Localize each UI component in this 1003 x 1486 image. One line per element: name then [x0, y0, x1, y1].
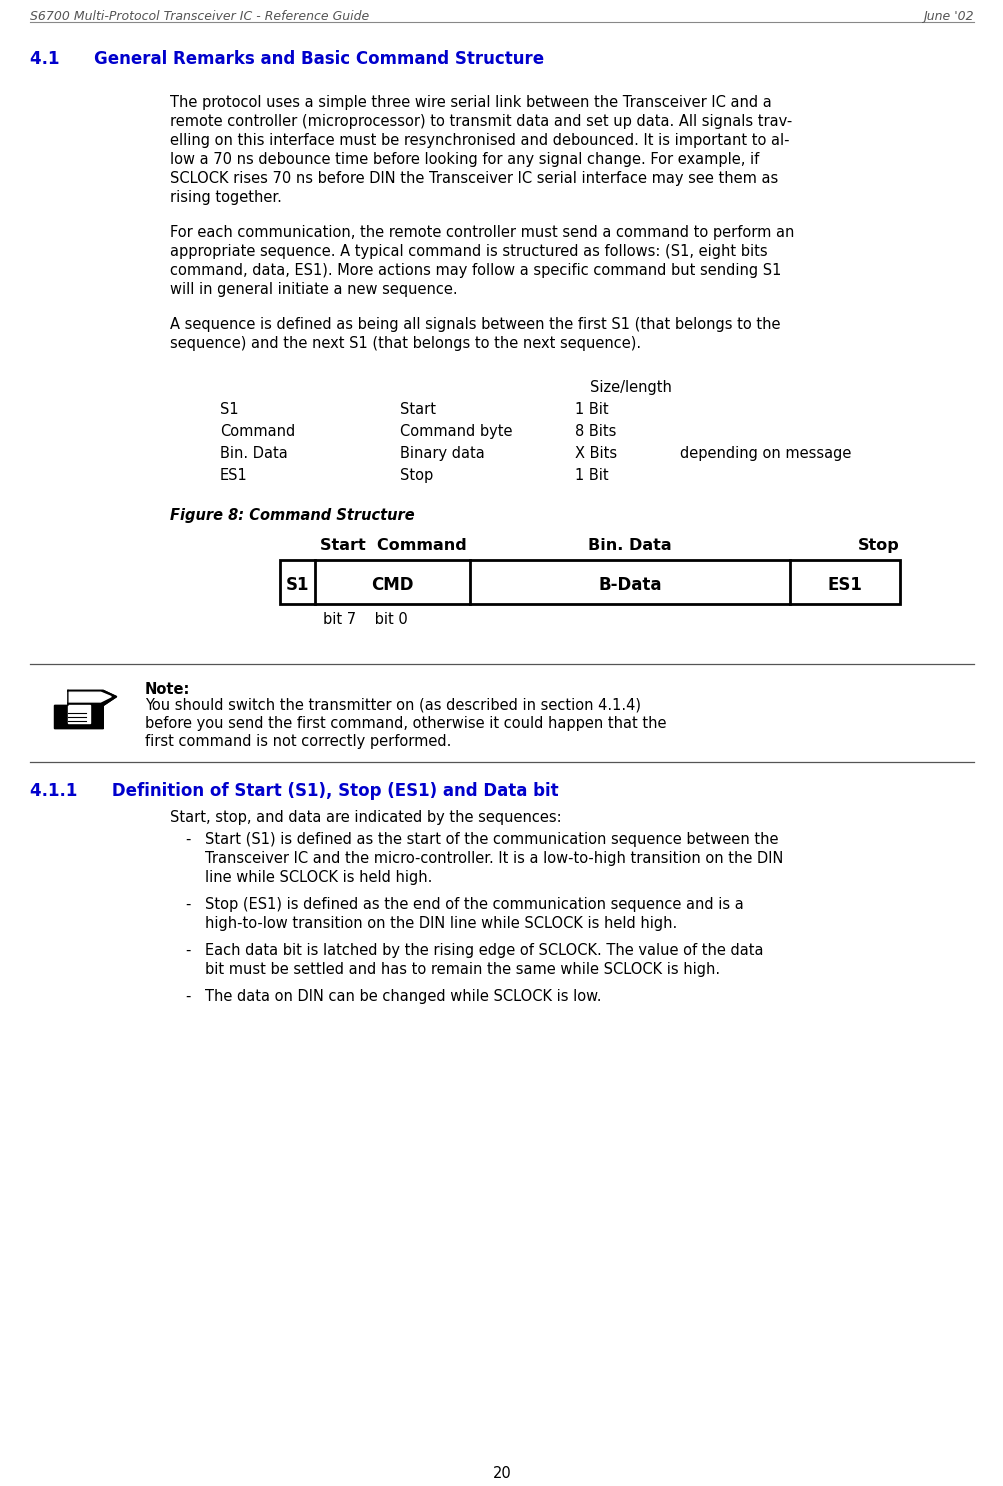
- Text: Figure 8: Command Structure: Figure 8: Command Structure: [170, 508, 414, 523]
- Text: low a 70 ns debounce time before looking for any signal change. For example, if: low a 70 ns debounce time before looking…: [170, 152, 758, 166]
- Text: Stop (ES1) is defined as the end of the communication sequence and is a: Stop (ES1) is defined as the end of the …: [205, 898, 743, 912]
- Text: command, data, ES1). More actions may follow a specific command but sending S1: command, data, ES1). More actions may fo…: [170, 263, 780, 278]
- Text: Bin. Data: Bin. Data: [588, 538, 671, 553]
- Text: first command is not correctly performed.: first command is not correctly performed…: [144, 734, 451, 749]
- Text: Start, stop, and data are indicated by the sequences:: Start, stop, and data are indicated by t…: [170, 810, 561, 825]
- Text: will in general initiate a new sequence.: will in general initiate a new sequence.: [170, 282, 457, 297]
- Text: Command: Command: [220, 424, 295, 438]
- Text: line while SCLOCK is held high.: line while SCLOCK is held high.: [205, 869, 432, 886]
- Text: S1: S1: [220, 403, 239, 418]
- Bar: [280, 560, 899, 603]
- Text: high-to-low transition on the DIN line while SCLOCK is held high.: high-to-low transition on the DIN line w…: [205, 915, 677, 932]
- Text: 8 Bits: 8 Bits: [575, 424, 616, 438]
- Text: CMD: CMD: [371, 577, 413, 594]
- Text: 1 Bit: 1 Bit: [575, 403, 608, 418]
- Text: Size/length: Size/length: [590, 380, 671, 395]
- Text: Binary data: Binary data: [399, 446, 484, 461]
- Text: Each data bit is latched by the rising edge of SCLOCK. The value of the data: Each data bit is latched by the rising e…: [205, 944, 762, 958]
- Text: ES1: ES1: [826, 577, 862, 594]
- Text: SCLOCK rises 70 ns before DIN the Transceiver IC serial interface may see them a: SCLOCK rises 70 ns before DIN the Transc…: [170, 171, 777, 186]
- Text: sequence) and the next S1 (that belongs to the next sequence).: sequence) and the next S1 (that belongs …: [170, 336, 641, 351]
- Text: before you send the first command, otherwise it could happen that the: before you send the first command, other…: [144, 716, 666, 731]
- Polygon shape: [54, 691, 116, 728]
- Text: S1: S1: [286, 577, 309, 594]
- Text: -: -: [185, 898, 191, 912]
- Text: The protocol uses a simple three wire serial link between the Transceiver IC and: The protocol uses a simple three wire se…: [170, 95, 771, 110]
- Text: elling on this interface must be resynchronised and debounced. It is important t: elling on this interface must be resynch…: [170, 134, 788, 149]
- Text: -: -: [185, 990, 191, 1005]
- Text: Start: Start: [399, 403, 435, 418]
- Text: appropriate sequence. A typical command is structured as follows: (S1, eight bit: appropriate sequence. A typical command …: [170, 244, 767, 259]
- Text: -: -: [185, 832, 191, 847]
- Text: Bin. Data: Bin. Data: [220, 446, 288, 461]
- Text: bit 7    bit 0: bit 7 bit 0: [323, 612, 407, 627]
- Text: Stop: Stop: [858, 538, 899, 553]
- Text: rising together.: rising together.: [170, 190, 282, 205]
- Text: bit must be settled and has to remain the same while SCLOCK is high.: bit must be settled and has to remain th…: [205, 961, 719, 976]
- Polygon shape: [68, 692, 111, 701]
- Text: June '02: June '02: [923, 10, 973, 22]
- Polygon shape: [68, 706, 90, 724]
- Text: depending on message: depending on message: [679, 446, 851, 461]
- Text: X Bits: X Bits: [575, 446, 617, 461]
- Text: 4.1.1      Definition of Start (S1), Stop (ES1) and Data bit: 4.1.1 Definition of Start (S1), Stop (ES…: [30, 782, 558, 799]
- Text: remote controller (microprocessor) to transmit data and set up data. All signals: remote controller (microprocessor) to tr…: [170, 114, 791, 129]
- Text: Start  Command: Start Command: [320, 538, 466, 553]
- Text: For each communication, the remote controller must send a command to perform an: For each communication, the remote contr…: [170, 224, 793, 241]
- Text: You should switch the transmitter on (as described in section 4.1.4): You should switch the transmitter on (as…: [144, 698, 640, 713]
- Text: Note:: Note:: [144, 682, 191, 697]
- Text: 1 Bit: 1 Bit: [575, 468, 608, 483]
- Text: B-Data: B-Data: [598, 577, 661, 594]
- Text: The data on DIN can be changed while SCLOCK is low.: The data on DIN can be changed while SCL…: [205, 990, 601, 1005]
- Text: Command byte: Command byte: [399, 424, 512, 438]
- Text: S6700 Multi-Protocol Transceiver IC - Reference Guide: S6700 Multi-Protocol Transceiver IC - Re…: [30, 10, 369, 22]
- Text: 4.1      General Remarks and Basic Command Structure: 4.1 General Remarks and Basic Command St…: [30, 51, 544, 68]
- Text: A sequence is defined as being all signals between the first S1 (that belongs to: A sequence is defined as being all signa…: [170, 317, 779, 331]
- Text: Stop: Stop: [399, 468, 433, 483]
- Text: -: -: [185, 944, 191, 958]
- Text: ES1: ES1: [220, 468, 248, 483]
- Text: Transceiver IC and the micro-controller. It is a low-to-high transition on the D: Transceiver IC and the micro-controller.…: [205, 851, 782, 866]
- Text: 20: 20: [492, 1467, 511, 1482]
- Text: Start (S1) is defined as the start of the communication sequence between the: Start (S1) is defined as the start of th…: [205, 832, 777, 847]
